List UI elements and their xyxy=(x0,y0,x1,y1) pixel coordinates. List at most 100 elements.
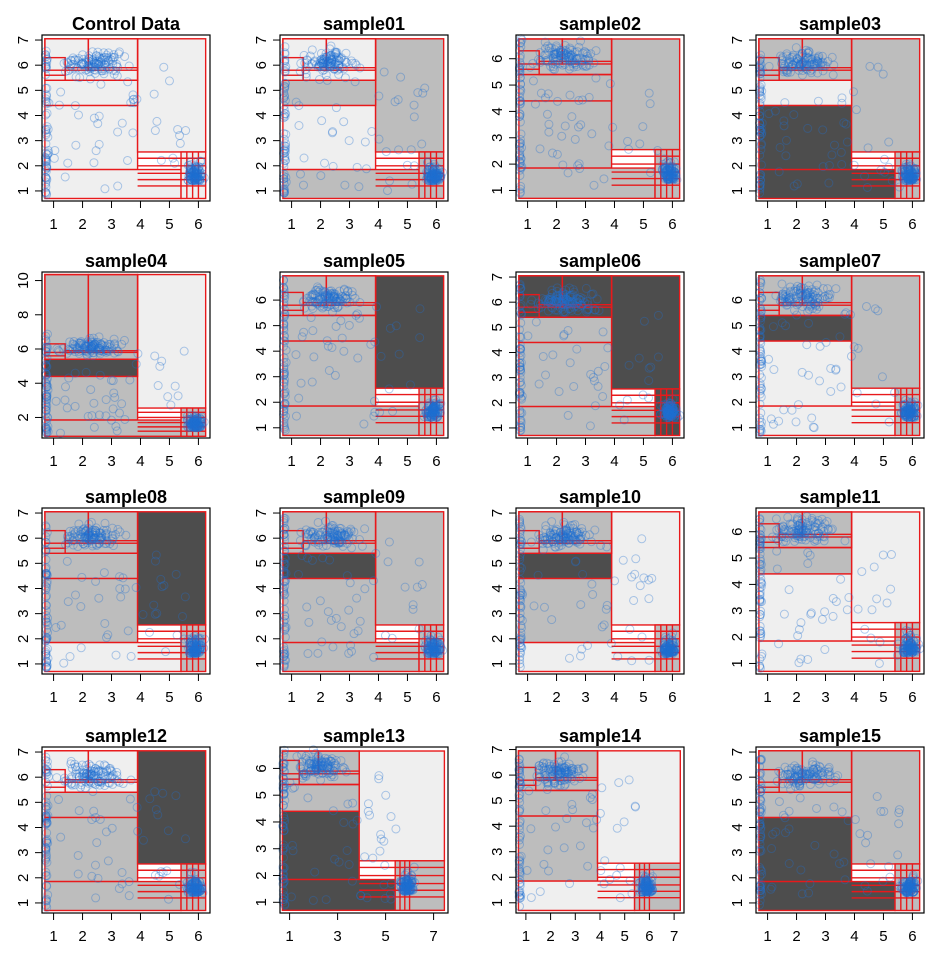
data-point xyxy=(809,59,819,69)
data-point xyxy=(300,65,310,75)
data-point xyxy=(291,97,301,107)
gate-box xyxy=(282,79,377,107)
data-point xyxy=(78,59,88,69)
data-point xyxy=(43,124,53,134)
data-point xyxy=(551,43,561,53)
data-point xyxy=(409,161,419,171)
data-point xyxy=(184,160,194,170)
data-point xyxy=(553,96,563,106)
gate-box-nested xyxy=(302,66,377,81)
data-point xyxy=(434,169,444,179)
x-tick-label: 6 xyxy=(908,216,916,233)
data-point xyxy=(665,161,675,171)
data-point xyxy=(757,86,767,96)
y-tick-label: 6 xyxy=(15,345,32,353)
data-point xyxy=(589,58,599,68)
data-point xyxy=(431,174,441,184)
data-point xyxy=(280,78,290,88)
data-point xyxy=(662,170,672,180)
data-point xyxy=(89,65,99,75)
data-point xyxy=(111,66,121,76)
data-point xyxy=(76,59,86,69)
gate-box xyxy=(282,104,377,171)
data-point xyxy=(426,174,436,184)
data-point xyxy=(756,123,766,133)
data-point xyxy=(50,145,60,155)
data-point xyxy=(756,80,766,90)
data-point xyxy=(663,171,673,181)
point-layer xyxy=(755,43,922,198)
data-point xyxy=(96,66,106,76)
data-point xyxy=(659,168,669,178)
data-point xyxy=(194,166,204,176)
data-point xyxy=(578,48,588,58)
data-point xyxy=(433,165,443,175)
data-point xyxy=(431,168,441,178)
data-point xyxy=(186,175,196,185)
data-point xyxy=(280,42,290,52)
data-point xyxy=(569,62,579,72)
data-point xyxy=(429,166,439,176)
data-point xyxy=(326,53,336,63)
data-point xyxy=(567,59,577,69)
data-point xyxy=(318,61,328,71)
data-point xyxy=(426,175,436,185)
data-point xyxy=(901,171,911,181)
data-point xyxy=(432,175,442,185)
gate-box xyxy=(136,38,207,153)
data-point xyxy=(664,173,674,183)
data-point xyxy=(901,162,911,172)
data-point xyxy=(79,60,89,70)
data-point xyxy=(431,175,441,185)
data-point xyxy=(563,52,573,62)
data-point xyxy=(829,60,839,70)
data-point xyxy=(796,60,806,70)
data-point xyxy=(806,54,816,64)
data-point xyxy=(422,171,432,181)
data-point xyxy=(435,173,445,183)
gate-layer xyxy=(44,38,207,200)
data-point xyxy=(798,57,808,67)
data-point xyxy=(555,51,565,61)
data-point xyxy=(42,54,52,64)
data-point xyxy=(426,172,436,182)
data-point xyxy=(813,54,823,64)
data-point xyxy=(906,173,916,183)
data-point xyxy=(190,173,200,183)
data-point xyxy=(663,171,673,181)
x-tick-label: 4 xyxy=(374,216,382,233)
data-point xyxy=(756,140,766,150)
data-point xyxy=(374,91,384,101)
data-point xyxy=(565,54,575,64)
data-point xyxy=(424,165,434,175)
data-point xyxy=(426,169,436,179)
gate-box xyxy=(44,358,139,378)
data-point xyxy=(60,172,70,182)
data-point xyxy=(109,50,119,60)
data-point xyxy=(811,53,821,63)
data-point xyxy=(426,171,436,181)
data-point xyxy=(436,172,446,182)
data-point xyxy=(586,49,596,59)
data-point xyxy=(76,58,86,68)
data-point xyxy=(424,172,434,182)
data-point xyxy=(782,49,792,59)
data-point xyxy=(327,56,337,66)
data-point xyxy=(422,173,432,183)
data-point xyxy=(319,52,329,62)
data-point xyxy=(81,58,91,68)
data-point xyxy=(192,167,202,177)
data-point xyxy=(430,173,440,183)
data-point xyxy=(791,43,801,53)
data-point xyxy=(900,162,910,172)
data-point xyxy=(778,52,788,62)
data-point xyxy=(65,61,75,71)
data-point xyxy=(312,60,322,70)
x-tick-label: 2 xyxy=(78,453,86,470)
data-point xyxy=(193,168,203,178)
data-point xyxy=(663,175,673,185)
data-point xyxy=(334,61,344,71)
data-point xyxy=(425,166,435,176)
